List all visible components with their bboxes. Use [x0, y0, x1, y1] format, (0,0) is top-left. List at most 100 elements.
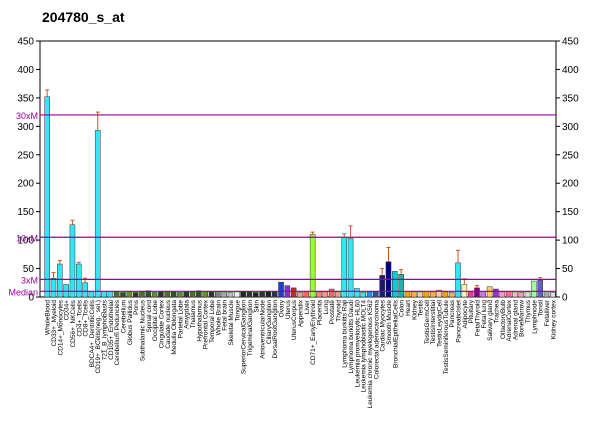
- bar: [309, 234, 316, 298]
- x-tick-label: Placenta: [316, 300, 323, 326]
- x-tick-label: Trachea: [493, 300, 500, 324]
- x-tick-label: Lymphoma burkitts Daudi: [348, 300, 355, 373]
- x-tick-label: Liver: [304, 299, 311, 314]
- plot-frame: [39, 40, 557, 298]
- bar: [341, 237, 348, 298]
- x-tick-label: WholeBlood: [45, 300, 52, 335]
- x-tick-label: AtrioventricularNode: [260, 300, 267, 359]
- bar: [297, 292, 303, 298]
- x-tick-label: Skin: [253, 300, 260, 313]
- x-tick-label: DorsalRootGanglion: [272, 300, 279, 359]
- x-tick-label: Appendix: [298, 299, 305, 327]
- y2-tick-label: 100: [562, 236, 579, 247]
- x-tick-label: Colorectal adenocarcinoma: [373, 300, 380, 380]
- bar: [442, 291, 449, 298]
- bar: [215, 291, 221, 298]
- bar: [543, 291, 550, 298]
- y-tick-label: 450: [17, 37, 34, 48]
- x-tick-label: Globus Pallidus: [127, 299, 134, 345]
- bar: [44, 96, 50, 298]
- reference-label: Median: [8, 287, 38, 297]
- bar: [410, 291, 417, 298]
- x-tick-label: CD19+_BCells(neg._sel.): [95, 300, 102, 374]
- bar: [423, 291, 430, 298]
- x-tick-label: Kidney cortex: [550, 299, 557, 339]
- y-tick-label: 50: [23, 264, 35, 275]
- bar: [467, 291, 474, 298]
- x-tick-label: Lymphoma burkitts Raji: [342, 300, 349, 368]
- x-tick-label: Leukemia promyelocytic HL60: [354, 300, 361, 387]
- x-tick-label: Ovary: [279, 299, 286, 317]
- y2-tick-label: 450: [562, 37, 579, 48]
- x-tick-label: TrigeminalGanglion: [247, 300, 254, 357]
- x-tick-label: Whole Brain: [215, 300, 222, 336]
- bar: [354, 288, 360, 298]
- bar: [550, 292, 556, 298]
- x-tick-label: Fetal lung: [481, 300, 488, 329]
- x-tick-label: TestisLeydigCell: [437, 299, 444, 347]
- bar: [107, 291, 114, 298]
- x-tick-label: PancreaticIslet: [456, 300, 463, 343]
- y2-tick-label: 300: [562, 122, 579, 133]
- x-tick-label: Pituitary: [468, 299, 475, 323]
- x-tick-label: Caudate nucleus: [165, 299, 172, 349]
- x-tick-label: AdrenalCortex: [506, 299, 513, 341]
- bar: [259, 291, 265, 298]
- x-tick-label: CD14+_Monocytes: [57, 299, 64, 355]
- bar: [303, 291, 310, 298]
- bar: [151, 292, 158, 298]
- bar: [347, 238, 354, 298]
- x-tick-label: Cingulate Cortex: [158, 299, 165, 348]
- x-tick-label: Skeletal Muscle: [228, 300, 235, 346]
- x-tick-label: Subthalamic Nucleus: [139, 299, 146, 361]
- x-tick-label: CD4+_Tcells: [76, 299, 83, 336]
- bar: [537, 279, 543, 298]
- bar: [101, 291, 107, 298]
- x-tick-label: Amygdala: [184, 300, 191, 329]
- bar: [474, 287, 480, 298]
- bar: [417, 291, 423, 298]
- bar: [234, 291, 240, 298]
- x-tick-label: Cardiac Myocytes: [380, 299, 387, 351]
- x-tick-label: CD71+_EarlyErythroid: [310, 300, 317, 365]
- bar: [252, 292, 259, 298]
- bar: [404, 291, 411, 298]
- x-tick-label: Testis: [418, 299, 425, 316]
- bar: [512, 291, 518, 298]
- bar: [290, 287, 297, 298]
- x-tick-label: Cerebellum: [121, 300, 128, 333]
- bar: [202, 291, 208, 298]
- x-tick-label: Thyroid: [335, 300, 342, 322]
- x-tick-label: BronchialEpithelialCells: [392, 299, 399, 368]
- y2-tick-label: 50: [562, 264, 574, 275]
- bar: [379, 275, 385, 298]
- bar: [120, 292, 126, 298]
- bar: [531, 280, 537, 298]
- y2-tick-label: 150: [562, 207, 579, 218]
- x-tick-label: Heart: [405, 300, 412, 316]
- y-tick-label: 100: [17, 236, 34, 247]
- x-tick-label: BoneMarrow: [519, 300, 526, 337]
- reference-label: 30xM: [16, 111, 38, 121]
- bar: [208, 291, 215, 298]
- y-tick-label: 250: [17, 150, 34, 161]
- bar: [139, 291, 145, 298]
- bar: [183, 291, 190, 298]
- bar: [50, 277, 57, 298]
- bar: [322, 291, 329, 298]
- x-tick-label: OlfactoryBulb: [500, 300, 507, 339]
- bar: [518, 292, 525, 298]
- x-tick-label: SuperiorCervicalGanglion: [241, 300, 248, 374]
- x-tick-label: Tongue: [234, 300, 241, 322]
- x-tick-label: UterusCorpus: [291, 299, 298, 340]
- x-tick-label: Parietal Lobe: [177, 300, 184, 339]
- bar: [164, 291, 171, 298]
- x-tick-label: BDCA4+_DentriticCells: [89, 299, 96, 367]
- bar: [82, 282, 88, 298]
- x-tick-label: Adipocyte: [462, 300, 469, 329]
- bar: [360, 292, 366, 298]
- reference-label: 10xM: [16, 233, 38, 243]
- bar: [429, 291, 436, 298]
